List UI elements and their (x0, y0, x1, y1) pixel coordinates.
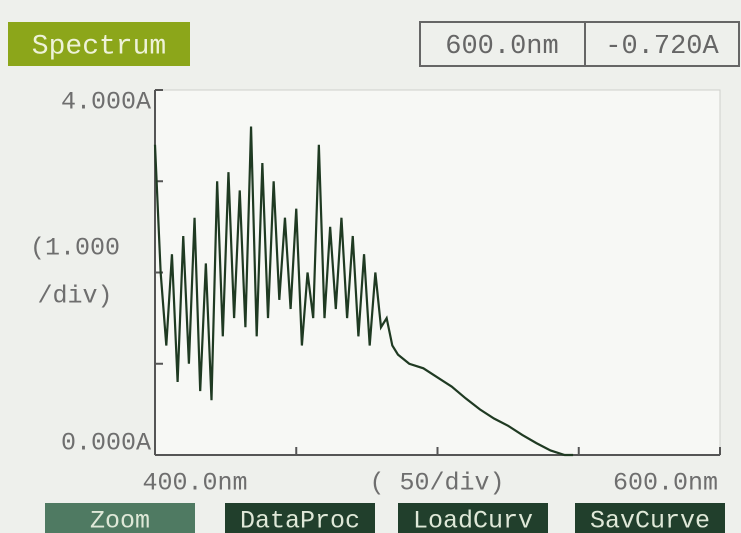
button[interactable]: Zoom (90, 507, 150, 533)
button-bg (398, 503, 548, 533)
spectrum-line (153, 126, 574, 457)
button[interactable]: SavCurve (590, 507, 710, 533)
title-box (8, 22, 190, 66)
absorbance-box (584, 21, 740, 67)
wavelength: 600.0nm (445, 32, 558, 62)
x-axis-label: ( 50/div) (369, 469, 504, 498)
button-bg (225, 503, 375, 533)
y-tick-label: 4.000A (61, 88, 151, 117)
button-bg (575, 503, 725, 533)
y-axis-label: /div) (37, 282, 112, 311)
y-axis-label: (1.000 (30, 234, 120, 263)
x-tick-label: 600.0nm (613, 469, 718, 498)
button[interactable]: LoadCurv (413, 507, 533, 533)
plot: 0.000A 4.000A 400.0nm 600.0nm ( 50/div) (1.00… (30, 88, 721, 498)
plot-frame (154, 89, 721, 456)
absorbance: -0.720A (605, 32, 719, 62)
button[interactable]: DataProc (240, 507, 360, 533)
y-tick-label: 0.000A (61, 429, 151, 458)
button-bar: Zoom DataProc LoadCurv SavCurve (45, 503, 725, 533)
x-tick-label: 400.0nm (142, 469, 247, 498)
button-bg (45, 503, 195, 533)
title: Spectrum (32, 31, 166, 62)
